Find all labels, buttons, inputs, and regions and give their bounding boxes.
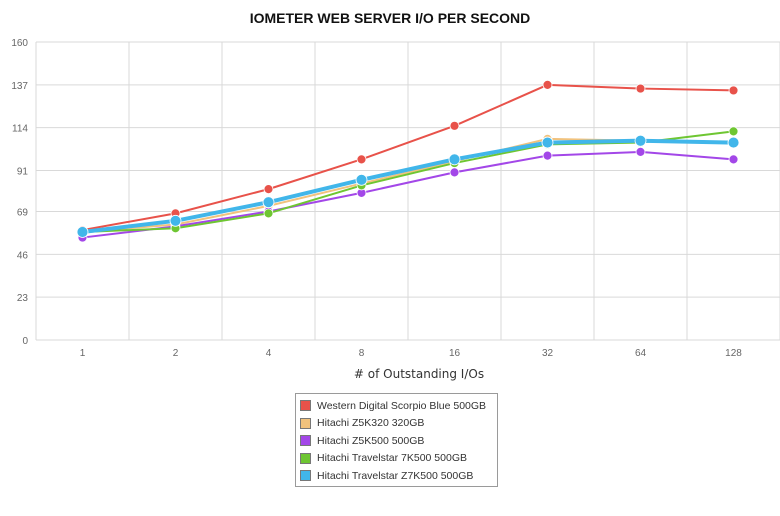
data-point [169,214,182,227]
data-point [263,208,274,219]
data-point [635,146,646,157]
y-tick-label: 23 [17,293,29,304]
y-tick-label: 137 [11,81,28,92]
x-tick-label: 8 [359,348,365,359]
y-tick-label: 0 [22,336,28,347]
legend-label: Hitachi Travelstar Z7K500 500GB [317,469,474,482]
legend-label: Western Digital Scorpio Blue 500GB [317,399,487,412]
data-point [728,85,739,96]
legend-label: Hitachi Z5K500 500GB [317,434,425,447]
y-axis-ticks: 0 23 46 69 91 114 137 160 [11,38,28,347]
data-point [542,79,553,90]
data-point [727,136,740,149]
legend-item: Western Digital Scorpio Blue 500GB [300,397,493,415]
series-4 [76,134,740,238]
legend-item: Hitachi Travelstar Z7K500 500GB [300,467,493,485]
x-tick-label: 128 [725,348,742,359]
y-tick-label: 46 [17,250,29,261]
data-point [634,134,647,147]
legend: Western Digital Scorpio Blue 500GB Hitach… [295,393,498,487]
data-point [542,150,553,161]
data-point [355,173,368,186]
x-axis-ticks: 1 2 4 8 16 32 64 128 [80,348,743,359]
legend-item: Hitachi Z5K500 500GB [300,432,493,450]
series-line [82,83,734,232]
x-tick-label: 2 [173,348,179,359]
data-point [728,154,739,165]
x-tick-label: 64 [635,348,647,359]
data-point [635,83,646,94]
series-line [82,138,734,234]
grid [35,41,780,341]
legend-swatch [300,400,311,412]
legend-item: Hitachi Travelstar 7K500 500GB [300,450,493,468]
series-group [76,79,740,243]
data-point [262,196,275,209]
y-tick-label: 91 [17,167,29,178]
data-point [541,136,554,149]
data-point [448,153,461,166]
data-point [76,226,89,238]
data-point [728,126,739,137]
legend-item: Hitachi Z5K320 320GB [300,415,493,433]
data-point [449,167,460,178]
data-point [449,120,460,131]
legend-swatch [300,417,311,429]
x-axis-label: # of Outstanding I/Os [354,367,484,381]
x-tick-label: 32 [542,348,554,359]
y-tick-label: 160 [11,38,28,49]
data-point [356,154,367,165]
y-tick-label: 69 [17,207,29,218]
series-line [82,150,734,239]
data-point [263,184,274,195]
legend-label: Hitachi Travelstar 7K500 500GB [317,452,467,465]
x-tick-label: 16 [449,348,461,359]
legend-swatch [300,435,311,447]
y-tick-label: 114 [12,124,28,135]
x-tick-label: 1 [80,348,86,359]
legend-swatch [300,452,311,464]
legend-label: Hitachi Z5K320 320GB [317,417,425,430]
x-tick-label: 4 [266,348,272,359]
chart-title: IOMETER WEB SERVER I/O PER SECOND [250,10,531,26]
legend-swatch [300,470,311,482]
